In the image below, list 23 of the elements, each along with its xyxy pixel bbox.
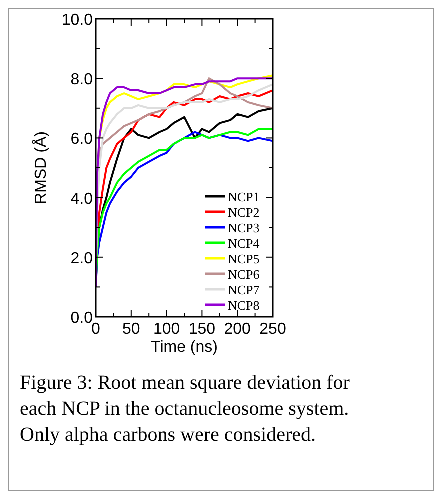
- legend-label: NCP7: [228, 282, 260, 298]
- x-tick-label: 0: [92, 321, 101, 338]
- y-tick-label: 10.0: [62, 12, 94, 29]
- legend-label: NCP2: [228, 205, 260, 220]
- x-tick-label: 200: [224, 321, 252, 338]
- x-axis-title: Time (ns): [151, 339, 218, 356]
- y-tick-label: 6.0: [70, 131, 94, 148]
- legend-label: NCP4: [228, 236, 260, 251]
- legend-label: NCP6: [228, 267, 260, 282]
- y-axis-title: RMSD (Å): [32, 132, 50, 204]
- legend-label: NCP1: [228, 190, 260, 204]
- legend-label: NCP3: [228, 220, 260, 236]
- legend-label: NCP5: [228, 252, 260, 266]
- x-tick-label: 250: [260, 321, 286, 338]
- caption: Figure 3: Root mean square deviation for each NCP in the octanucleosome system. Only alpha carbons were considered.: [20, 372, 350, 446]
- legend-label: NCP8: [228, 298, 260, 313]
- x-tick-label: 150: [188, 321, 216, 338]
- y-tick-label: 8.0: [70, 72, 94, 89]
- x-tick-label: 50: [122, 321, 140, 338]
- y-tick-label: 0.0: [70, 310, 94, 327]
- x-tick-label: 100: [153, 321, 180, 338]
- y-tick-label: 2.0: [70, 250, 94, 268]
- y-tick-label: 4.0: [70, 190, 94, 208]
